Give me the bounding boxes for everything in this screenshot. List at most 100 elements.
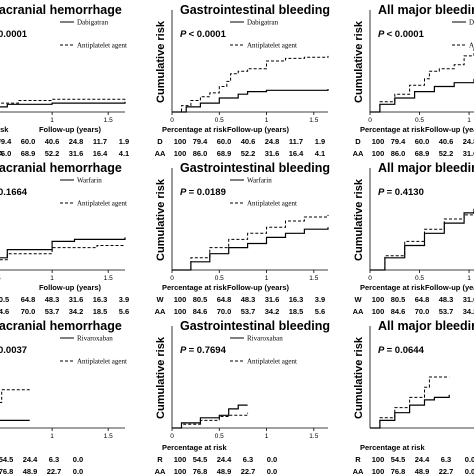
risk-value: 34.2 [69,307,84,316]
p-value: P = 0.0644 [378,345,425,356]
panel-r0-c0: racranial hemorrhage 0.0001 1 1.5Follow-up … [0,3,129,158]
risk-value: 24.4 [415,455,430,464]
risk-value: 24.8 [463,137,474,146]
risk-value: 52.2 [45,149,60,158]
risk-value: 40.6 [45,137,60,146]
x-tick-label: 0.5 [415,275,424,282]
x-tick-label: 0.5 [0,275,1,282]
x-axis-label: Follow-up (years) [227,283,290,292]
x-tick-label: 0.5 [215,117,224,124]
y-axis-label: Cumulative risk [155,336,167,419]
risk-value: 68.9 [415,149,430,158]
x-tick-label: 0.5 [215,433,224,440]
y-axis-label: Cumulative risk [155,20,167,103]
x-tick-label: 0 [368,275,372,282]
risk-value: 31.6 [265,149,280,158]
risk-value: 5.6 [315,307,325,316]
legend-label: Antiplatelet agent [247,42,297,50]
risk-group-label: D [0,137,1,146]
x-tick-label: 1 [50,433,54,440]
risk-value: 48.9 [23,467,38,474]
risk-value: 34.2 [265,307,280,316]
risk-value: 70.0 [217,307,232,316]
series-line-treatment [172,227,329,271]
risk-value: 48.9 [217,467,232,474]
risk-value: 76.8 [0,467,13,474]
x-axis-label: Follow-up (years) [425,125,474,134]
risk-value: 100 [174,307,187,316]
risk-value: 1.9 [119,137,129,146]
risk-table-label: Percentage at risk [162,283,227,292]
series-line-treatment [370,208,474,271]
series-line-treatment [0,101,126,108]
legend-label: Antiplatelet agent [469,42,474,50]
risk-value: 31.6 [69,149,84,158]
x-tick-label: 1 [467,275,471,282]
p-value: P < 0.0001 [180,29,227,40]
risk-value: 79.4 [0,137,12,146]
risk-value: 6.3 [441,455,451,464]
y-axis-label: Cumulative risk [353,178,365,261]
series-line-comparator [370,376,450,429]
risk-group-label: W [156,295,164,304]
legend-label: Warfarin [247,177,272,185]
p-value: P = 0.0189 [180,187,226,198]
panel-r1-c2: All major bleeding P = 0.4130 Cumulative r… [353,161,474,316]
risk-value: 24.4 [217,455,232,464]
risk-table-label: isk [0,125,9,134]
risk-value: 11.7 [93,137,107,146]
risk-value: 24.8 [69,137,84,146]
risk-table-label: Percentage at risk [360,283,425,292]
series-line-comparator [172,214,329,271]
risk-value: 0.0 [73,467,83,474]
risk-value: 16.4 [289,149,304,158]
risk-value: 18.5 [289,307,304,316]
risk-value: 80.5 [391,295,406,304]
risk-value: 60.0 [415,137,430,146]
risk-value: 22.7 [439,467,454,474]
x-tick-label: 0 [170,275,174,282]
x-axis-label: Follow-up (years) [39,283,102,292]
p-value: 0.1664 [0,187,28,198]
risk-value: 54.5 [0,455,13,464]
series-line-treatment [172,89,329,113]
risk-group-label: AA [353,307,364,316]
risk-value: 22.7 [47,467,62,474]
risk-value: 53.7 [45,307,60,316]
risk-value: 48.3 [439,295,454,304]
legend-label: Antiplatelet agent [77,42,127,50]
risk-value: 31.6 [265,295,280,304]
panel-title: Gastrointestinal bleeding [180,161,330,175]
risk-value: 22.7 [241,467,256,474]
risk-value: 31.6 [69,295,84,304]
x-tick-label: 1 [50,275,54,282]
x-tick-label: 1.5 [309,433,318,440]
risk-value: 52.2 [439,149,454,158]
risk-value: 54.5 [391,455,406,464]
risk-value: 86.0 [193,149,208,158]
risk-table-label: Percentage at risk [162,125,227,134]
p-value: 0.0001 [0,29,28,40]
risk-value: 40.6 [439,137,454,146]
panel-r2-c1: Gastrointestinal bleeding P = 0.7694 Cumul… [155,319,330,474]
risk-group-label: AA [353,149,364,158]
risk-value: 48.3 [45,295,60,304]
risk-value: 68.9 [217,149,232,158]
x-tick-label: 0 [170,433,174,440]
legend-label: Rivaroxaban [77,335,113,343]
risk-value: 40.6 [241,137,256,146]
panel-r0-c1: Gastrointestinal bleeding P < 0.0001 Cumul… [155,3,330,158]
risk-value: 3.9 [119,295,129,304]
risk-group-label: R [355,455,361,464]
risk-value: 100 [174,295,187,304]
x-axis-label: Follow-up (years) [425,283,474,292]
risk-value: 100 [372,467,385,474]
risk-value: 100 [372,455,385,464]
x-tick-label: 1 [265,117,269,124]
risk-group-label: AA [155,307,166,316]
risk-value: 0.0 [465,455,474,464]
risk-value: 79.4 [391,137,406,146]
panel-r1-c1: Gastrointestinal bleeding P = 0.0189 Cumul… [155,161,330,316]
risk-group-label: W [354,295,362,304]
series-line-comparator [0,98,126,104]
